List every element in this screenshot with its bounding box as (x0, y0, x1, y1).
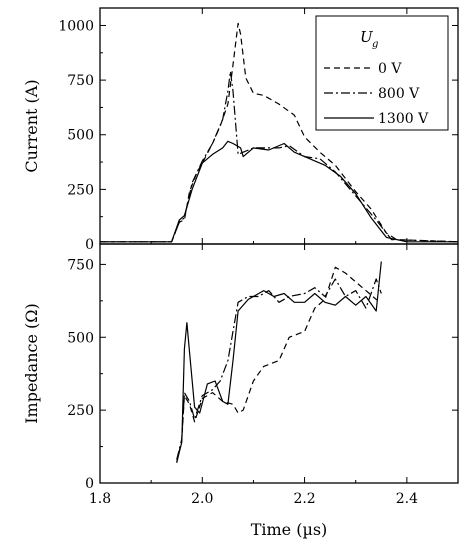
y-tick-label: 0 (85, 476, 94, 492)
x-axis-title: Time (µs) (251, 520, 328, 539)
legend-box (315, 15, 449, 131)
x-tick-label: 2.0 (191, 491, 213, 507)
y-axis-title: Current (A) (22, 79, 41, 172)
x-tick-label: 1.8 (89, 491, 111, 507)
y-tick-label: 250 (67, 182, 94, 198)
legend-title: U (360, 28, 374, 46)
y-axis-title: Impedance (Ω) (22, 303, 41, 424)
x-tick-label: 2.2 (293, 491, 315, 507)
series-line-bottom-0v (176, 266, 382, 463)
y-tick-label: 0 (85, 237, 94, 253)
y-tick-label: 1000 (58, 18, 94, 34)
legend-label-800v: 800 V (378, 86, 420, 102)
series-line-top-800v (100, 70, 459, 243)
y-tick-label: 500 (67, 330, 94, 346)
y-tick-label: 750 (67, 73, 94, 89)
y-tick-label: 250 (67, 403, 94, 419)
series-line-top-0v (100, 22, 459, 243)
y-tick-label: 500 (67, 128, 94, 144)
series-line-top-1300v (100, 140, 458, 243)
x-tick-label: 2.4 (396, 491, 418, 507)
y-tick-label: 750 (67, 257, 94, 273)
series-line-bottom-1300v (176, 261, 382, 463)
legend-label-1300v: 1300 V (378, 111, 429, 127)
legend-title-subscript: g (372, 39, 378, 50)
legend-label-0v: 0 V (378, 61, 402, 77)
series-line-bottom-800v (176, 278, 382, 460)
panel-bottom: 0 250 500 750 1.8 2.0 2.2 2.4 Impedance (Ω) Time … (22, 243, 459, 539)
panel-top: 0 250 500 750 1000 Current (A) U g0 V 800 V 1300 … (22, 7, 459, 253)
plot-frame-bottom (99, 243, 459, 484)
